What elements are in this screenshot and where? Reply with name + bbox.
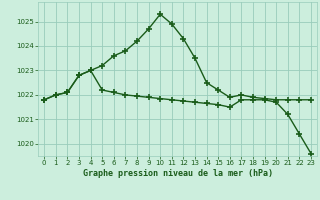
- X-axis label: Graphe pression niveau de la mer (hPa): Graphe pression niveau de la mer (hPa): [83, 169, 273, 178]
